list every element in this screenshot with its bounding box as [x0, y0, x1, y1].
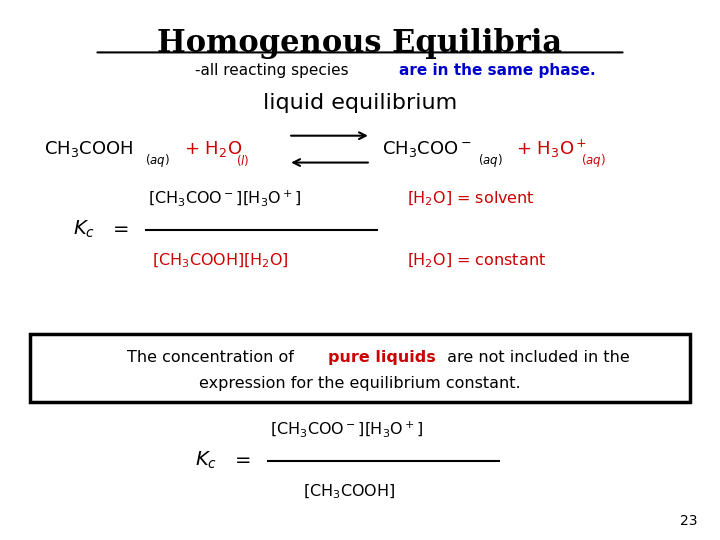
Text: -all reacting species: -all reacting species	[195, 63, 354, 78]
Text: [CH$_3$COO$^-$][H$_3$O$^+$]: [CH$_3$COO$^-$][H$_3$O$^+$]	[148, 188, 302, 208]
Text: $(aq)$: $(aq)$	[478, 152, 503, 170]
Text: [H$_2$O] = constant: [H$_2$O] = constant	[407, 252, 546, 270]
Text: are not included in the: are not included in the	[443, 349, 630, 364]
Text: $(l)$: $(l)$	[236, 153, 249, 168]
Text: $K_c$: $K_c$	[73, 219, 95, 240]
Text: Homogenous Equilibria: Homogenous Equilibria	[158, 28, 562, 59]
Text: CH$_3$COO$^-$: CH$_3$COO$^-$	[382, 139, 471, 159]
Text: $(aq)$: $(aq)$	[145, 152, 170, 170]
Text: expression for the equilibrium constant.: expression for the equilibrium constant.	[199, 376, 521, 392]
Text: =: =	[235, 451, 251, 470]
Text: 23: 23	[680, 514, 697, 528]
Text: CH$_3$COOH: CH$_3$COOH	[45, 139, 134, 159]
Text: [CH$_3$COOH][H$_2$O]: [CH$_3$COOH][H$_2$O]	[152, 252, 289, 270]
Text: [CH$_3$COOH]: [CH$_3$COOH]	[302, 483, 395, 501]
Text: The concentration of: The concentration of	[127, 349, 299, 364]
Text: + H$_3$O$^+$: + H$_3$O$^+$	[516, 138, 588, 160]
Text: $K_c$: $K_c$	[195, 450, 217, 471]
Text: liquid equilibrium: liquid equilibrium	[263, 93, 457, 113]
Text: + H$_2$O: + H$_2$O	[184, 139, 243, 159]
Text: [H$_2$O] = solvent: [H$_2$O] = solvent	[407, 190, 534, 208]
Text: =: =	[112, 220, 129, 239]
Text: [CH$_3$COO$^-$][H$_3$O$^+$]: [CH$_3$COO$^-$][H$_3$O$^+$]	[270, 420, 424, 440]
Text: are in the same phase.: are in the same phase.	[400, 63, 596, 78]
Text: $(aq)$: $(aq)$	[581, 152, 606, 170]
Text: pure liquids: pure liquids	[328, 349, 436, 364]
Bar	[30, 334, 690, 402]
